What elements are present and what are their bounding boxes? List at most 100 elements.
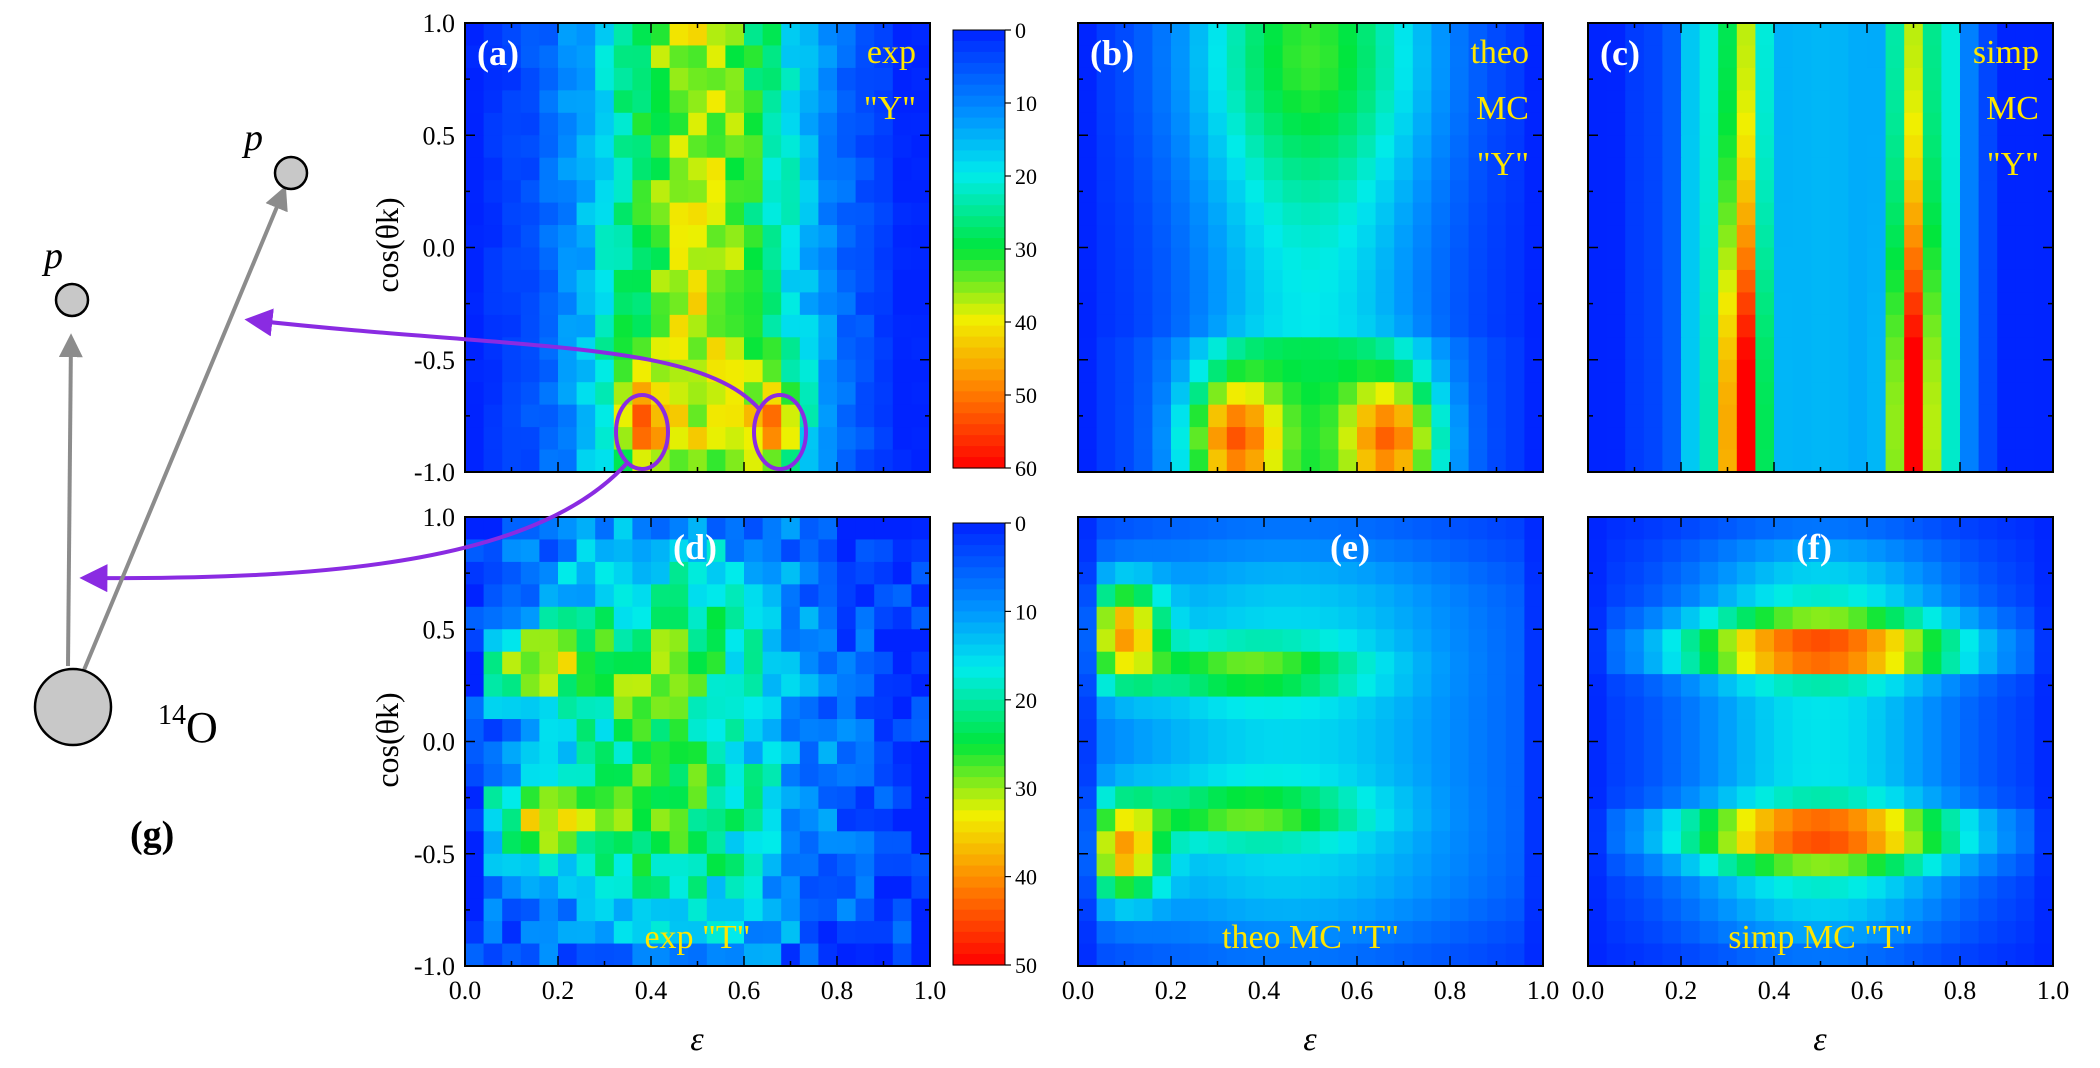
heatmap-cell [892, 382, 912, 406]
heatmap-cell [1208, 135, 1228, 159]
colorbar-tick-label: 30 [1015, 237, 1037, 262]
heatmap-cell [892, 67, 912, 91]
heatmap-cell [892, 517, 912, 541]
heatmap-cell [1096, 180, 1116, 204]
heatmap-cell [874, 314, 894, 338]
heatmap-cell [1997, 90, 2017, 114]
heatmap-cell [1792, 112, 1812, 136]
heatmap-cell [1811, 337, 1831, 361]
heatmap-cell [1811, 539, 1831, 563]
heatmap-cell [595, 831, 615, 855]
heatmap-cell [1755, 606, 1775, 630]
heatmap-cell [613, 629, 633, 653]
heatmap-cell [1960, 808, 1980, 832]
heatmap-cell [1431, 382, 1451, 406]
heatmap-cell [539, 427, 559, 451]
heatmap-cell [1524, 269, 1544, 293]
heatmap-cell [1282, 674, 1302, 698]
heatmap-cell [1524, 921, 1544, 945]
heatmap-cell [1662, 359, 1682, 383]
heatmap-cell [1357, 696, 1377, 720]
heatmap-cell [1755, 696, 1775, 720]
heatmap-cell [1189, 269, 1209, 293]
heatmap-cell [1941, 337, 1961, 361]
heatmap-cell [632, 719, 652, 743]
heatmap-cell [2034, 719, 2054, 743]
heatmap-cell [632, 45, 652, 69]
heatmap-cell [1264, 225, 1284, 249]
heatmap-cell [1450, 112, 1470, 136]
heatmap-cell [1792, 763, 1812, 787]
colorbar-cell [953, 876, 1005, 889]
heatmap-cell [1681, 135, 1701, 159]
heatmap-cell [1829, 337, 1849, 361]
heatmap-cell [520, 292, 540, 316]
heatmap-cell [1978, 45, 1998, 69]
heatmap-cell [1774, 898, 1794, 922]
heatmap-cell [1588, 45, 1608, 69]
heatmap-cell [1718, 876, 1738, 900]
heatmap-cell [1171, 629, 1191, 653]
heatmap-cell [1189, 180, 1209, 204]
heatmap-cell [465, 180, 485, 204]
heatmap-cell [1487, 786, 1507, 810]
heatmap-cell [2034, 831, 2054, 855]
heatmap-cell [1096, 943, 1116, 967]
heatmap-cell [2034, 741, 2054, 765]
heatmap-cell [1338, 539, 1358, 563]
heatmap-cell [1226, 876, 1246, 900]
heatmap-cell [762, 629, 782, 653]
heatmap-cell [1505, 157, 1525, 181]
heatmap-cell [1997, 225, 2017, 249]
heatmap-cell [781, 763, 801, 787]
heatmap-cell [1115, 674, 1135, 698]
heatmap-cell [1829, 359, 1849, 383]
heatmap-cell [1997, 135, 2017, 159]
heatmap-cell [874, 584, 894, 608]
heatmap-cell [1524, 674, 1544, 698]
heatmap-cell [1115, 359, 1135, 383]
heatmap-cell [1394, 269, 1414, 293]
heatmap-cell [1736, 517, 1756, 541]
heatmap-cell [595, 517, 615, 541]
colorbar-cell [953, 920, 1005, 933]
heatmap-cell [892, 921, 912, 945]
heatmap-cell [1171, 539, 1191, 563]
heatmap-cell [1885, 359, 1905, 383]
heatmap-cell [1338, 337, 1358, 361]
heatmap-cell [874, 23, 894, 47]
heatmap-cell [1867, 876, 1887, 900]
heatmap-cell [818, 180, 838, 204]
heatmap-cell [1078, 763, 1098, 787]
heatmap-cell [595, 853, 615, 877]
heatmap-cell [1189, 943, 1209, 967]
heatmap-cell [1264, 539, 1284, 563]
heatmap-cell [855, 180, 875, 204]
heatmap-cell [651, 943, 671, 967]
heatmap-cell [502, 651, 522, 675]
heatmap-cell [781, 90, 801, 114]
heatmap-cell [855, 225, 875, 249]
heatmap-cell [558, 584, 578, 608]
heatmap-cell [781, 225, 801, 249]
heatmap-cell [799, 898, 819, 922]
heatmap-cell [576, 449, 596, 473]
heatmap-cell [1736, 584, 1756, 608]
heatmap-cell [1643, 23, 1663, 47]
heatmap-cell [1226, 561, 1246, 585]
heatmap-cell [874, 808, 894, 832]
heatmap-cell [1431, 337, 1451, 361]
heatmap-cell [1115, 517, 1135, 541]
heatmap-cell [1922, 247, 1942, 271]
heatmap-cell [1681, 808, 1701, 832]
x-tick-label: 0.8 [1944, 976, 1977, 1005]
heatmap-cell [781, 45, 801, 69]
heatmap-cell [874, 359, 894, 383]
heatmap-cell [688, 404, 708, 428]
heatmap-cell [799, 23, 819, 47]
heatmap-cell [688, 584, 708, 608]
heatmap-cell [799, 719, 819, 743]
heatmap-cell [1588, 135, 1608, 159]
heatmap-cell [1505, 427, 1525, 451]
heatmap-cell [874, 427, 894, 451]
